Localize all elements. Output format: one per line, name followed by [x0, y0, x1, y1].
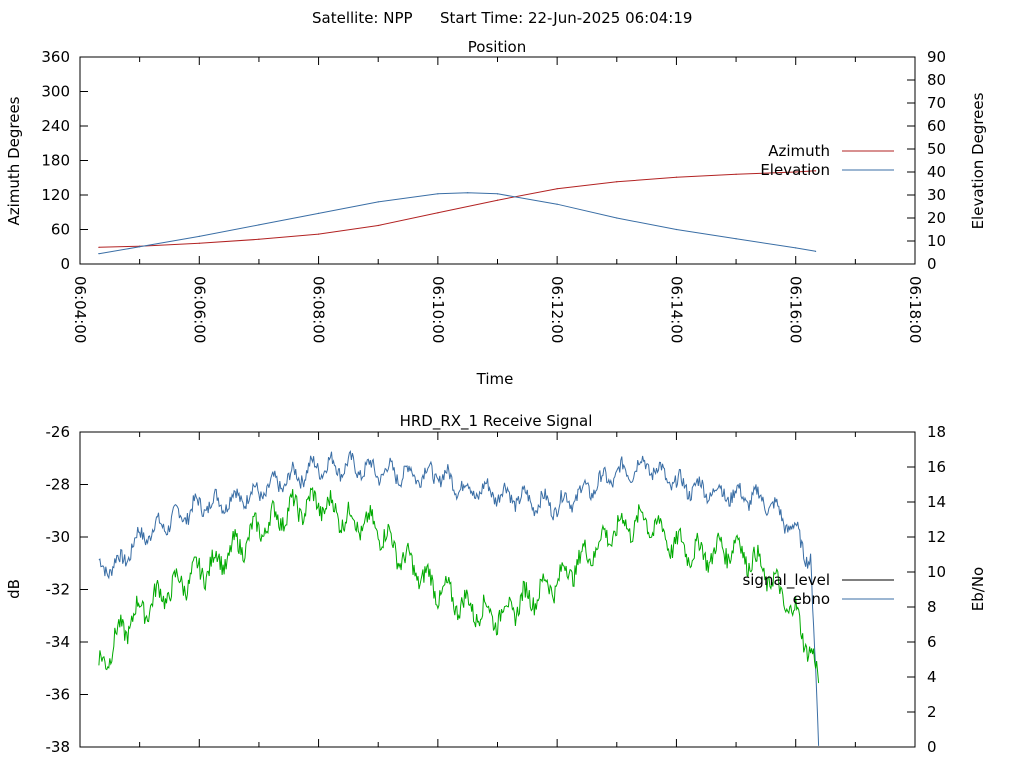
series-line-Azimuth — [98, 170, 816, 248]
y2-tick-label: 50 — [927, 140, 946, 158]
y2-tick-label: 2 — [927, 703, 937, 721]
data-point-Elevation — [98, 253, 100, 255]
y-tick-label: 0 — [60, 255, 70, 273]
y2-tick-label: 0 — [927, 255, 937, 273]
legend-label-ebno: ebno — [793, 590, 830, 608]
data-point-Azimuth — [317, 233, 320, 235]
receive-signal-chart: HRD_RX_1 Receive Signal dB Eb/No -38 -36 -… — [5, 412, 987, 756]
data-point-Elevation — [139, 246, 141, 248]
position-x-axis-label: Time — [476, 370, 514, 388]
y-tick-label: -38 — [46, 738, 71, 756]
y2-tick-label: 0 — [927, 738, 937, 756]
data-point-Elevation — [556, 203, 558, 205]
data-point-Elevation — [198, 235, 200, 237]
legend-label-Elevation: Elevation — [760, 161, 830, 179]
y2-tick-label: 70 — [927, 94, 946, 112]
y2-tick-label: 16 — [927, 458, 946, 476]
x-tick-label: 06:04:00 — [71, 276, 89, 343]
y-tick-label: 300 — [41, 83, 70, 101]
y2-tick-label: 60 — [927, 117, 946, 135]
series-line-ebno — [98, 486, 820, 684]
series-line-Elevation — [98, 192, 816, 255]
y2-tick-label: 20 — [927, 209, 946, 227]
y-tick-label: 360 — [41, 48, 70, 66]
x-tick-label: 06:06:00 — [190, 276, 208, 343]
y2-tick-label: 80 — [927, 71, 946, 89]
y2-tick-label: 12 — [927, 528, 946, 546]
data-point-Elevation — [467, 192, 469, 194]
y2-tick-label: 14 — [927, 493, 946, 511]
data-point-Azimuth — [616, 181, 618, 183]
y-tick-label: -26 — [46, 423, 71, 441]
y2-tick-label: 6 — [927, 633, 937, 651]
x-tick-label: 06:12:00 — [548, 276, 566, 343]
data-point-Azimuth — [437, 212, 439, 214]
x-tick-label: 06:10:00 — [429, 276, 447, 343]
data-point-Azimuth — [496, 199, 499, 201]
y-tick-label: 60 — [51, 221, 70, 239]
data-point-Elevation — [437, 193, 439, 195]
start-time-label: Start Time: 22-Jun-2025 06:04:19 — [440, 9, 692, 27]
series-line-signal_level — [98, 450, 820, 746]
data-point-Elevation — [616, 217, 618, 219]
signal-title: HRD_RX_1 Receive Signal — [400, 412, 593, 431]
y2-tick-label: 10 — [927, 232, 946, 250]
data-point-Elevation — [675, 228, 678, 231]
data-point-Azimuth — [258, 238, 260, 240]
y-tick-label: -30 — [46, 528, 71, 546]
y-tick-label: 180 — [41, 152, 70, 170]
legend-label-signal_level: signal_level — [742, 571, 830, 590]
legend-label-Azimuth: Azimuth — [768, 142, 830, 160]
y2-tick-label: 30 — [927, 186, 946, 204]
data-point-Azimuth — [814, 170, 817, 172]
data-point-Elevation — [496, 193, 499, 195]
y-tick-label: -28 — [46, 476, 71, 494]
position-y-axis-label: Azimuth Degrees — [5, 96, 23, 225]
x-tick-label: 06:14:00 — [667, 276, 685, 343]
y2-tick-label: 90 — [927, 48, 946, 66]
data-point-Azimuth — [675, 176, 678, 178]
data-point-Azimuth — [198, 242, 200, 244]
data-point-Elevation — [258, 224, 260, 226]
y2-tick-label: 4 — [927, 668, 937, 686]
y-tick-label: 120 — [41, 186, 70, 204]
data-point-Elevation — [814, 250, 817, 252]
position-chart: Position Azimuth Degrees Elevation Degre… — [5, 38, 987, 388]
position-title: Position — [468, 38, 526, 56]
signal-y2-axis-label: Eb/No — [969, 567, 987, 611]
data-point-Azimuth — [377, 224, 379, 227]
position-y2-axis-label: Elevation Degrees — [969, 92, 987, 229]
data-point-Elevation — [735, 238, 737, 240]
satellite-label: Satellite: NPP — [312, 9, 413, 27]
signal-y-axis-label: dB — [5, 579, 23, 599]
y-tick-label: -32 — [46, 581, 71, 599]
data-point-Azimuth — [795, 171, 797, 173]
data-point-Elevation — [795, 247, 797, 249]
data-point-Elevation — [317, 212, 320, 214]
data-point-Azimuth — [556, 188, 558, 190]
x-tick-label: 06:18:00 — [906, 276, 924, 343]
y-tick-label: 240 — [41, 117, 70, 135]
y2-tick-label: 18 — [927, 423, 946, 441]
y-tick-label: -34 — [46, 633, 71, 651]
x-tick-label: 06:08:00 — [310, 276, 328, 343]
data-point-Azimuth — [735, 173, 737, 175]
y-tick-label: -36 — [46, 686, 71, 704]
data-point-Elevation — [377, 201, 379, 203]
x-tick-label: 06:16:00 — [787, 276, 805, 343]
y2-tick-label: 8 — [927, 598, 937, 616]
y2-tick-label: 10 — [927, 563, 946, 581]
y2-tick-label: 40 — [927, 163, 946, 181]
data-point-Azimuth — [98, 246, 100, 248]
